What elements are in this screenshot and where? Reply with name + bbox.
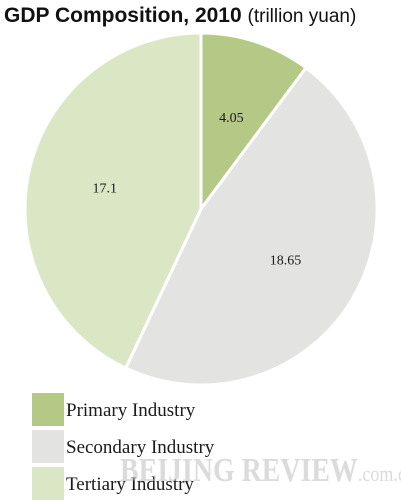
chart-title: GDP Composition, 2010 (trillion yuan)	[4, 4, 356, 28]
pie-value-label-tertiary: 17.1	[93, 181, 118, 196]
legend-label-secondary: Secondary Industry	[66, 437, 215, 458]
pie-value-label-primary: 4.05	[219, 111, 244, 126]
pie-value-label-secondary: 18.65	[270, 254, 302, 269]
legend-label-primary: Primary Industry	[66, 400, 196, 421]
legend-swatch-primary	[32, 393, 64, 426]
pie-value-labels: 4.05 18.65 17.1	[93, 111, 302, 269]
pie-slices	[23, 31, 379, 387]
legend-label-tertiary: Tertiary Industry	[66, 474, 194, 495]
chart-title-main: GDP Composition, 2010	[4, 4, 242, 27]
pie-slice-tertiary	[23, 31, 203, 370]
watermark-logo: BEIJING REVIEW.com.cn	[120, 452, 401, 489]
pie-slice-secondary	[124, 66, 379, 387]
pie-slice-primary	[199, 31, 308, 211]
chart-title-unit: (trillion yuan)	[247, 6, 357, 27]
legend-swatch-secondary	[32, 430, 64, 463]
legend-swatch-tertiary	[32, 467, 64, 500]
